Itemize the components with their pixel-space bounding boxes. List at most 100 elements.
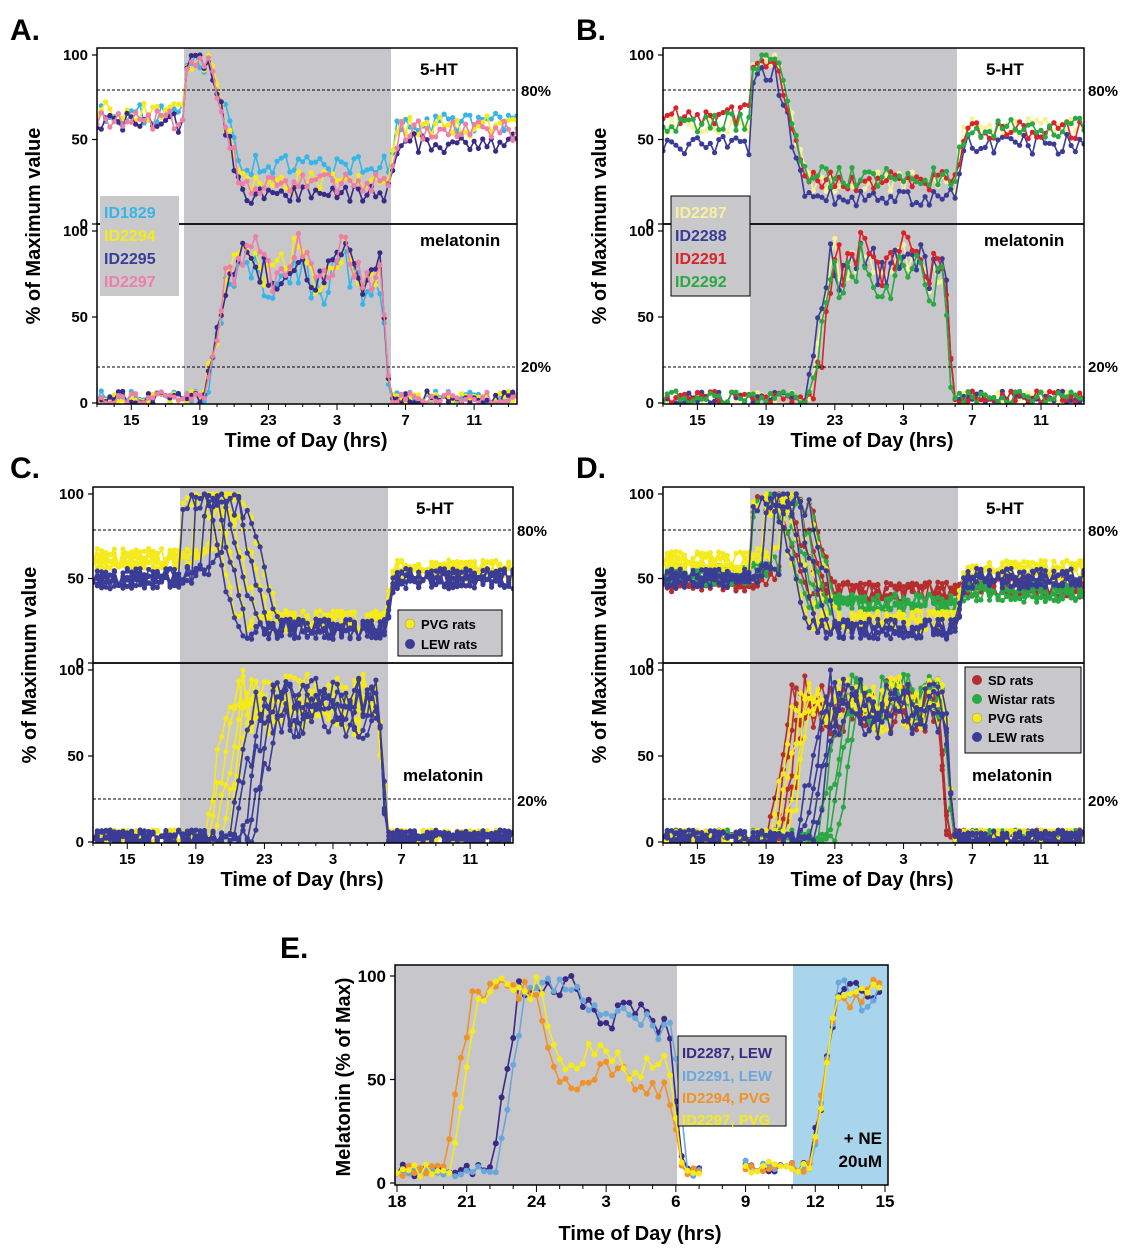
data-point	[403, 566, 409, 572]
data-point	[116, 563, 122, 569]
data-point	[360, 169, 366, 175]
panel-a-legend-item: ID2297	[104, 274, 156, 291]
data-point	[321, 161, 327, 168]
data-point	[754, 390, 761, 396]
data-point	[810, 353, 817, 359]
data-point	[141, 839, 147, 843]
data-point	[377, 262, 383, 268]
data-point	[364, 732, 370, 738]
data-point	[107, 106, 113, 112]
data-point	[416, 833, 422, 839]
data-point	[364, 712, 370, 719]
data-point	[403, 585, 409, 592]
data-point	[694, 560, 701, 567]
data-point	[724, 562, 731, 568]
data-point	[193, 62, 199, 69]
data-point	[253, 733, 259, 739]
data-point	[918, 176, 924, 182]
data-point	[802, 591, 808, 597]
data-point	[287, 169, 293, 175]
data-point	[1059, 393, 1066, 399]
data-point	[450, 130, 456, 136]
data-point	[1068, 142, 1074, 149]
data-point	[853, 183, 859, 189]
data-point	[501, 127, 507, 134]
data-point	[995, 118, 1001, 124]
data-point	[115, 110, 121, 117]
data-point	[1051, 396, 1057, 402]
data-point	[236, 592, 242, 599]
data-point	[120, 546, 126, 552]
data-point	[437, 145, 443, 151]
data-point	[249, 839, 255, 843]
data-point	[965, 595, 971, 601]
data-point	[231, 281, 237, 287]
data-point	[471, 560, 477, 566]
data-point	[103, 116, 109, 122]
data-point	[888, 607, 894, 613]
data-point	[939, 171, 945, 178]
data-point	[206, 492, 212, 499]
data-point	[772, 545, 778, 551]
data-point	[411, 122, 417, 128]
data-point	[480, 828, 486, 834]
data-point	[458, 391, 464, 397]
data-point	[819, 318, 825, 324]
data-point	[888, 260, 894, 266]
data-point	[214, 822, 220, 829]
data-point	[501, 118, 507, 124]
data-point	[420, 827, 426, 833]
data-point	[347, 617, 353, 623]
data-point	[249, 618, 255, 624]
data-point	[948, 593, 954, 599]
data-point	[849, 582, 855, 589]
data-point	[296, 700, 302, 706]
data-point	[793, 155, 799, 161]
data-point	[870, 171, 877, 177]
data-point	[111, 839, 117, 843]
data-point	[175, 122, 181, 128]
data-point	[403, 137, 409, 143]
data-point	[94, 564, 100, 570]
data-point	[184, 494, 190, 501]
data-point	[922, 584, 928, 590]
data-point	[364, 622, 370, 628]
data-point	[235, 255, 241, 261]
data-point	[948, 384, 954, 390]
data-point	[986, 592, 993, 598]
data-point	[729, 561, 735, 567]
data-point	[424, 116, 430, 122]
data-point	[707, 550, 713, 556]
data-point	[763, 573, 769, 579]
data-point	[180, 506, 186, 513]
data-point	[129, 557, 135, 563]
data-point	[750, 585, 756, 591]
data-point	[909, 247, 915, 254]
data-point	[360, 727, 366, 733]
data-point	[969, 145, 975, 151]
data-point	[279, 628, 285, 634]
data-point	[1021, 123, 1027, 129]
data-point	[278, 273, 284, 279]
data-point	[506, 575, 512, 581]
data-point	[918, 583, 924, 589]
data-point	[789, 540, 795, 547]
panel-a-label: A.	[10, 14, 40, 47]
y-tick-label: 0	[646, 395, 654, 412]
data-point	[99, 829, 105, 835]
data-point	[334, 195, 340, 201]
data-point	[978, 134, 984, 140]
data-point	[896, 248, 902, 254]
data-point	[746, 114, 752, 120]
data-point	[360, 301, 366, 307]
data-point	[304, 683, 310, 690]
data-point	[429, 559, 435, 565]
data-point	[304, 184, 310, 190]
data-point	[454, 568, 460, 574]
data-point	[274, 281, 280, 287]
data-point	[154, 835, 160, 841]
data-point	[896, 254, 902, 260]
data-point	[206, 811, 212, 818]
data-point	[750, 554, 756, 560]
data-point	[120, 833, 126, 840]
